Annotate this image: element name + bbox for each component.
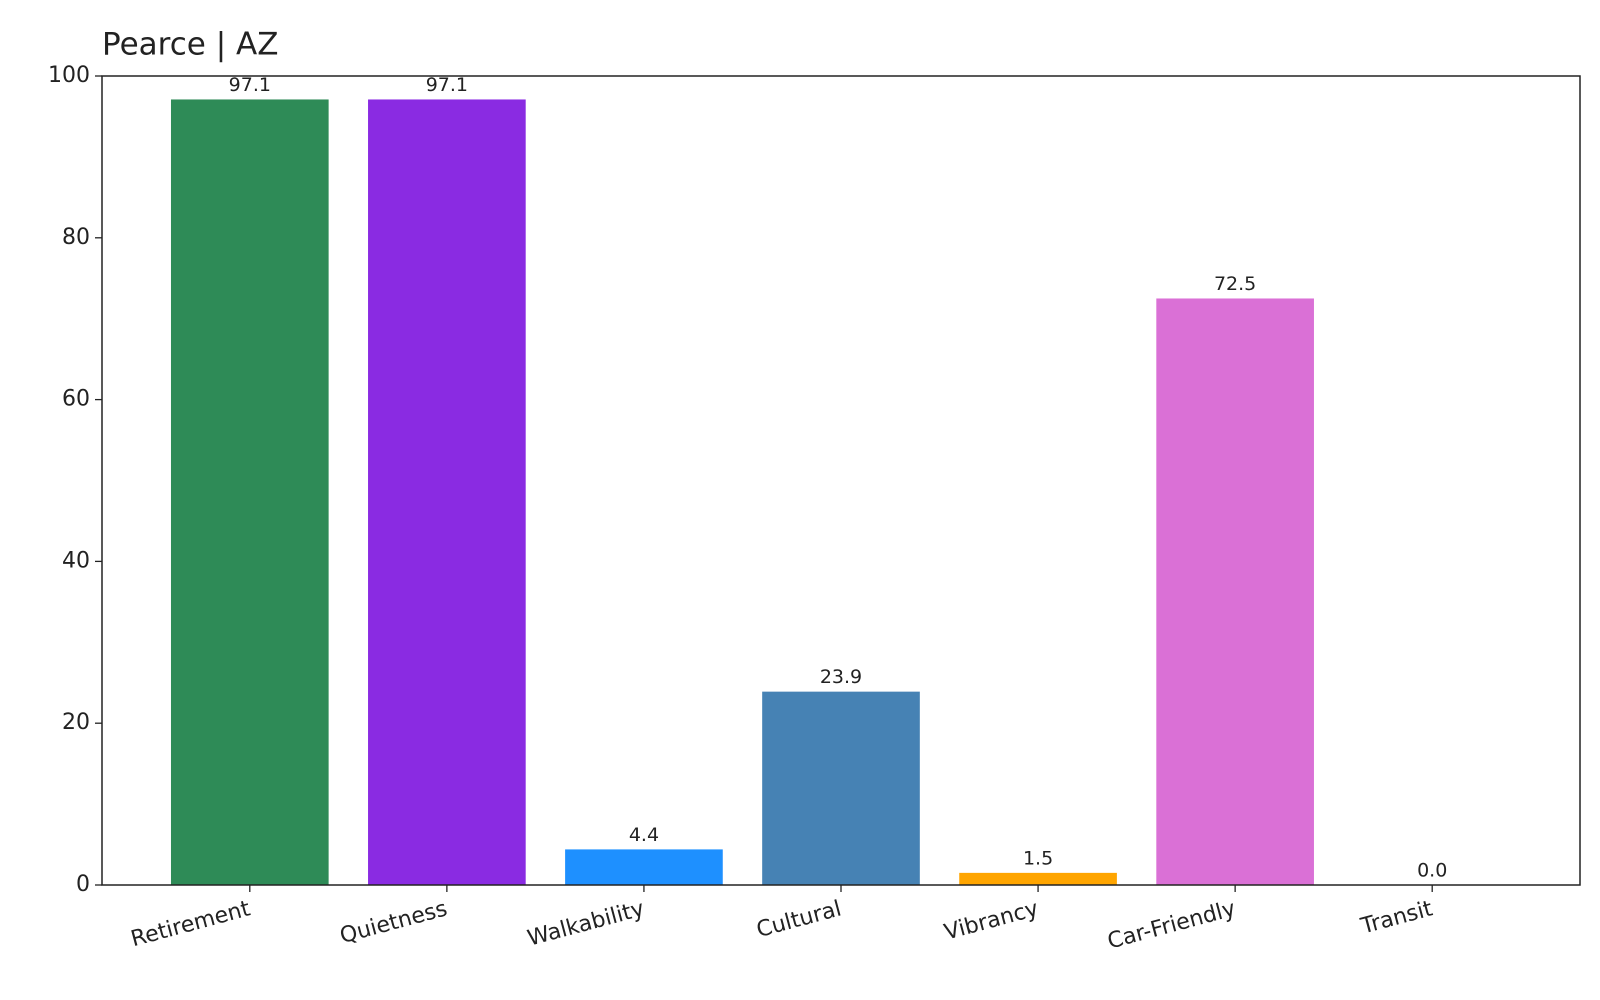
bar xyxy=(170,99,329,885)
value-label: 1.5 xyxy=(1023,847,1053,869)
x-tick-label: Vibrancy xyxy=(942,896,1041,945)
x-tick-label: Retirement xyxy=(128,896,253,952)
bar xyxy=(959,872,1117,885)
bar xyxy=(368,99,526,885)
bar xyxy=(565,849,723,885)
y-tick-label: 80 xyxy=(62,225,90,250)
x-tick-label: Transit xyxy=(1357,896,1435,939)
y-tick-label: 0 xyxy=(76,872,90,897)
y-tick-label: 20 xyxy=(62,710,90,735)
chart-title: Pearce | AZ xyxy=(102,27,278,63)
y-tick-label: 100 xyxy=(48,63,90,88)
x-tick-label: Car-Friendly xyxy=(1105,896,1238,954)
x-tick-label: Quietness xyxy=(337,896,450,949)
bar xyxy=(762,691,920,885)
value-label: 97.1 xyxy=(229,74,271,96)
value-label: 4.4 xyxy=(629,824,659,846)
x-tick-label: Cultural xyxy=(754,896,844,943)
y-tick-label: 60 xyxy=(62,387,90,412)
value-label: 97.1 xyxy=(426,74,468,96)
y-tick-label: 40 xyxy=(62,548,90,573)
bar xyxy=(1156,298,1314,886)
value-label: 72.5 xyxy=(1214,273,1256,295)
plot-frame xyxy=(101,75,1581,886)
value-label: 23.9 xyxy=(820,666,862,688)
value-label: 0.0 xyxy=(1417,860,1447,882)
x-tick-label: Walkability xyxy=(525,896,647,951)
